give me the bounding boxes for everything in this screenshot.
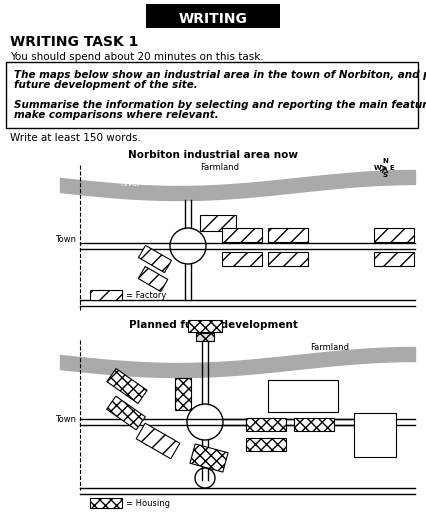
Text: make comparisons where relevant.: make comparisons where relevant. (14, 110, 219, 120)
Bar (200, 215, 236, 231)
Text: School: School (371, 422, 380, 447)
Bar (136, 423, 180, 459)
Text: future development of the site.: future development of the site. (14, 80, 198, 90)
Text: Norbiton industrial area now: Norbiton industrial area now (128, 150, 298, 160)
Text: You should spend about 20 minutes on this task.: You should spend about 20 minutes on thi… (10, 52, 264, 62)
Bar (222, 252, 262, 266)
Text: E: E (390, 165, 394, 171)
Bar (175, 378, 191, 410)
Text: WRITING: WRITING (178, 12, 248, 26)
Text: Write at least 150 words.: Write at least 150 words. (10, 133, 141, 143)
Text: Playground: Playground (281, 392, 325, 400)
Text: River: River (140, 355, 160, 365)
Text: Summarise the information by selecting and reporting the main features, and: Summarise the information by selecting a… (14, 100, 426, 110)
Bar (294, 418, 334, 431)
Bar (268, 252, 308, 266)
Bar (222, 228, 262, 242)
Text: S: S (383, 172, 388, 178)
Bar (374, 252, 414, 266)
Bar (268, 228, 308, 242)
Text: Farmland: Farmland (201, 163, 239, 173)
Text: Medical
centre: Medical centre (198, 453, 222, 463)
Text: Office: Office (145, 441, 165, 447)
Bar (246, 418, 286, 431)
Text: Town: Town (55, 236, 77, 245)
Bar (190, 444, 228, 472)
Text: Town: Town (55, 416, 77, 424)
Text: River: River (120, 179, 140, 187)
Bar (138, 245, 172, 272)
Text: N: N (382, 158, 388, 164)
Bar (196, 333, 214, 341)
Bar (107, 369, 147, 403)
Text: Farmland: Farmland (311, 344, 349, 352)
Bar (90, 290, 122, 300)
Text: WRITING TASK 1: WRITING TASK 1 (10, 35, 138, 49)
Bar (246, 438, 286, 451)
Text: Planned future development: Planned future development (129, 320, 297, 330)
Bar (188, 320, 222, 332)
Text: The maps below show an industrial area in the town of Norbiton, and planned: The maps below show an industrial area i… (14, 70, 426, 80)
FancyBboxPatch shape (146, 4, 280, 28)
FancyBboxPatch shape (6, 62, 418, 128)
Bar (268, 380, 338, 412)
Text: = Housing: = Housing (126, 499, 170, 507)
Text: = Factory: = Factory (126, 290, 167, 300)
Bar (106, 396, 145, 430)
Bar (90, 498, 122, 508)
Bar (138, 266, 168, 291)
Bar (374, 228, 414, 242)
Text: W: W (374, 165, 382, 171)
FancyBboxPatch shape (354, 413, 396, 457)
